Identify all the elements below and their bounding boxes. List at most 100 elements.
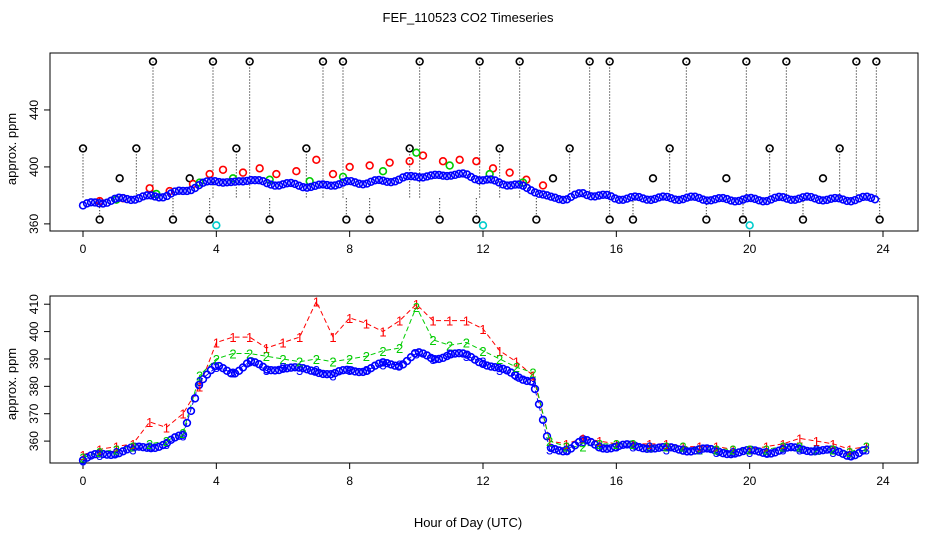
top-spike-point [648, 174, 658, 183]
bottom-marker-3: 3 [646, 440, 653, 455]
top-blue-point [570, 190, 580, 199]
bottom-blue-point [618, 440, 628, 450]
bottom-marker-3: 3 [379, 357, 386, 372]
top-blue-point [118, 193, 128, 203]
top-spike-point [78, 144, 88, 153]
bottom-blue-point [790, 443, 800, 452]
bottom-marker-3: 3 [679, 442, 686, 457]
bottom-marker-2: 2 [79, 451, 86, 466]
top-blue-point [758, 197, 768, 206]
top-red-point [272, 169, 281, 179]
top-blue-point [258, 176, 268, 186]
bottom-marker-2: 2 [646, 440, 653, 455]
top-blue-point [102, 198, 112, 207]
top-green-point [378, 166, 388, 176]
bottom-marker-2: 2 [513, 360, 520, 375]
bottom-marker-3: 3 [429, 352, 436, 367]
bottom-marker-1: 1 [713, 440, 720, 455]
top-blue-point [266, 180, 276, 189]
bottom-blue-point [682, 447, 692, 456]
top-blue-point [558, 195, 568, 205]
top-blue-point [374, 175, 384, 185]
bottom-blue-point [606, 444, 616, 453]
bottom-marker-3: 3 [279, 360, 286, 375]
bottom-blue-point [114, 448, 124, 458]
top-blue-point [502, 181, 512, 190]
top-blue-point [534, 189, 544, 199]
top-blue-point [370, 176, 380, 185]
bottom-marker-1: 1 [179, 407, 186, 422]
top-blue-point [786, 195, 796, 204]
bottom-blue-point [410, 349, 420, 358]
bottom-marker-3: 3 [113, 445, 120, 460]
top-blue-point [830, 193, 840, 203]
bottom-blue-point [210, 361, 220, 371]
top-blue-point [514, 180, 524, 189]
top-blue-point [486, 175, 496, 184]
top-blue-point [478, 176, 488, 185]
bottom-blue-point [626, 440, 636, 449]
bottom-marker-3: 3 [746, 445, 753, 460]
bottom-marker-2: 2 [763, 442, 770, 457]
bottom-blue-point [170, 433, 180, 442]
top-blue-point [850, 195, 860, 205]
top-blue-point [634, 192, 644, 202]
top-blue-point [406, 171, 416, 181]
top-blue-point [606, 192, 616, 201]
bottom-blue-point [650, 444, 660, 453]
bottom-blue-point [610, 442, 620, 452]
bottom-blue-point [522, 376, 532, 386]
top-spike-point [798, 215, 808, 224]
bottom-blue-point [762, 449, 772, 458]
bottom-marker-1: 1 [296, 330, 303, 345]
bottom-x-tick-label: 8 [346, 474, 353, 488]
bottom-blue-point [774, 446, 784, 455]
top-blue-point [378, 176, 388, 185]
bottom-marker-2: 2 [696, 442, 703, 457]
top-blue-point [210, 177, 220, 186]
bottom-blue-point [378, 358, 388, 367]
bottom-marker-3: 3 [396, 357, 403, 372]
top-blue-point [98, 199, 108, 208]
bottom-blue-point [458, 349, 468, 358]
bottom-marker-3: 3 [413, 346, 420, 361]
bottom-blue-point [822, 445, 832, 454]
top-blue-point [630, 192, 640, 201]
top-blue-point [350, 178, 360, 187]
bottom-marker-1: 1 [446, 314, 453, 329]
top-blue-point [718, 193, 728, 203]
top-blue-point [222, 178, 232, 187]
bottom-marker-3: 3 [346, 363, 353, 378]
bottom-marker-2: 2 [746, 442, 753, 457]
top-blue-point [546, 192, 556, 201]
bottom-blue-point [838, 449, 848, 458]
bottom-blue-point [226, 369, 236, 378]
bottom-blue-point [450, 349, 460, 358]
top-spike-point [628, 215, 638, 224]
bottom-marker-2: 2 [346, 352, 353, 367]
bottom-marker-2: 2 [279, 352, 286, 367]
bottom-blue-point [438, 353, 448, 363]
top-blue-point [286, 178, 296, 188]
top-spike-point [148, 57, 158, 66]
bottom-blue-point [482, 361, 492, 370]
top-spike-point [852, 57, 861, 66]
top-blue-point [530, 188, 540, 197]
bottom-x-tick-label: 4 [213, 474, 220, 488]
top-blue-point [746, 193, 756, 203]
bottom-marker-2: 2 [813, 442, 820, 457]
bottom-blue-point [94, 449, 104, 458]
bottom-marker-3: 3 [546, 442, 553, 457]
bottom-y-tick-label: 360 [27, 431, 41, 451]
top-blue-point [326, 181, 336, 190]
top-blue-point [590, 192, 600, 201]
top-spike-point [302, 144, 311, 153]
top-blue-point [458, 169, 468, 178]
bottom-marker-3: 3 [363, 363, 370, 378]
bottom-marker-1: 1 [129, 437, 136, 452]
bottom-blue-point [246, 356, 256, 366]
top-red-point [312, 155, 321, 165]
top-blue-point [686, 192, 696, 201]
top-blue-point [322, 180, 332, 190]
top-blue-point [402, 172, 412, 181]
